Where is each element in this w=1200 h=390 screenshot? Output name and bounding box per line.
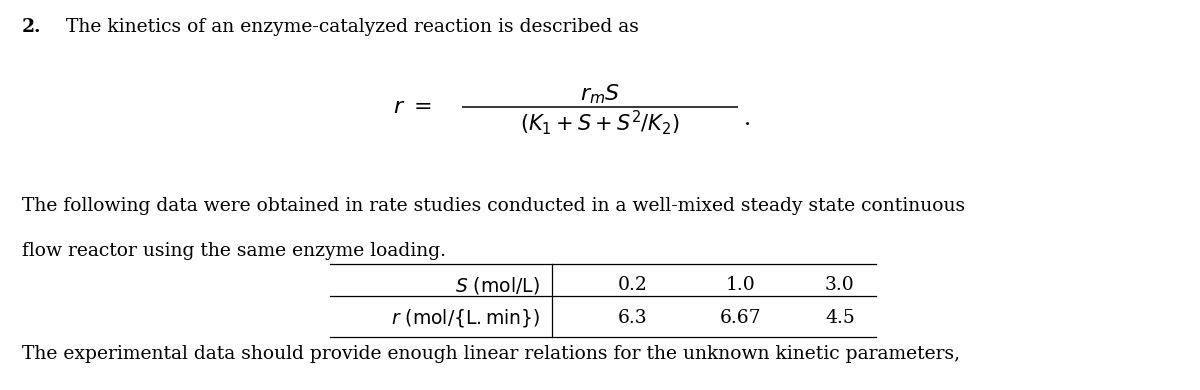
Text: The experimental data should provide enough linear relations for the unknown kin: The experimental data should provide eno… <box>22 345 960 363</box>
Text: 0.2: 0.2 <box>618 277 647 294</box>
Text: 3.0: 3.0 <box>826 277 854 294</box>
Text: 4.5: 4.5 <box>826 309 854 327</box>
Text: flow reactor using the same enzyme loading.: flow reactor using the same enzyme loadi… <box>22 242 445 260</box>
Text: $r_m S$: $r_m S$ <box>580 82 620 106</box>
Text: $r\ =$: $r\ =$ <box>394 96 432 118</box>
Text: $r\ \mathrm{(mol/\{L.min\})}$: $r\ \mathrm{(mol/\{L.min\})}$ <box>391 307 540 329</box>
Text: 6.67: 6.67 <box>720 309 761 327</box>
Text: 1.0: 1.0 <box>726 277 755 294</box>
Text: 6.3: 6.3 <box>618 309 647 327</box>
Text: The following data were obtained in rate studies conducted in a well-mixed stead: The following data were obtained in rate… <box>22 197 965 215</box>
Text: 2.: 2. <box>22 18 41 35</box>
Text: .: . <box>744 108 751 130</box>
Text: $(K_1 + S + S^2/K_2)$: $(K_1 + S + S^2/K_2)$ <box>520 108 680 137</box>
Text: The kinetics of an enzyme-catalyzed reaction is described as: The kinetics of an enzyme-catalyzed reac… <box>66 18 638 35</box>
Text: $S\ \mathrm{(mol/L)}$: $S\ \mathrm{(mol/L)}$ <box>455 275 540 296</box>
